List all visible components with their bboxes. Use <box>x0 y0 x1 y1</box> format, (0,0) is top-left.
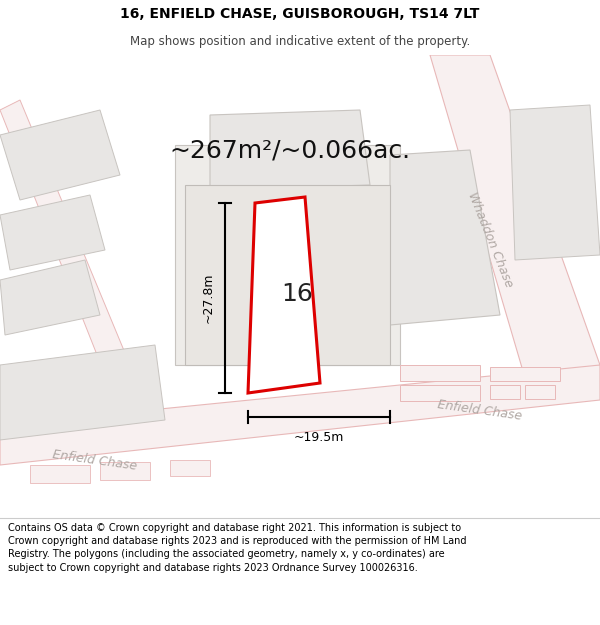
Text: Enfield Chase: Enfield Chase <box>52 448 138 472</box>
Polygon shape <box>185 185 390 365</box>
Bar <box>30 465 90 483</box>
Text: 16: 16 <box>281 282 313 306</box>
Polygon shape <box>0 365 600 465</box>
Polygon shape <box>0 345 165 440</box>
Bar <box>400 385 480 401</box>
Polygon shape <box>0 100 130 375</box>
Polygon shape <box>0 195 105 270</box>
Polygon shape <box>248 197 320 393</box>
Text: Whaddon Chase: Whaddon Chase <box>465 191 515 289</box>
Polygon shape <box>210 110 370 190</box>
Polygon shape <box>0 260 100 335</box>
Bar <box>490 385 520 399</box>
Polygon shape <box>510 105 600 260</box>
Polygon shape <box>175 145 400 365</box>
Polygon shape <box>430 55 600 395</box>
Bar <box>490 367 560 381</box>
Text: Enfield Chase: Enfield Chase <box>437 398 523 422</box>
Text: Contains OS data © Crown copyright and database right 2021. This information is : Contains OS data © Crown copyright and d… <box>8 523 467 572</box>
Text: ~19.5m: ~19.5m <box>294 431 344 444</box>
Text: 16, ENFIELD CHASE, GUISBOROUGH, TS14 7LT: 16, ENFIELD CHASE, GUISBOROUGH, TS14 7LT <box>121 7 479 21</box>
Polygon shape <box>390 150 500 325</box>
Bar <box>100 462 150 480</box>
Text: ~267m²/~0.066ac.: ~267m²/~0.066ac. <box>169 138 410 162</box>
Bar <box>400 365 480 381</box>
Text: Map shows position and indicative extent of the property.: Map shows position and indicative extent… <box>130 35 470 48</box>
Bar <box>525 385 555 399</box>
Polygon shape <box>0 110 120 200</box>
Text: ~27.8m: ~27.8m <box>202 272 215 323</box>
Bar <box>170 460 210 476</box>
